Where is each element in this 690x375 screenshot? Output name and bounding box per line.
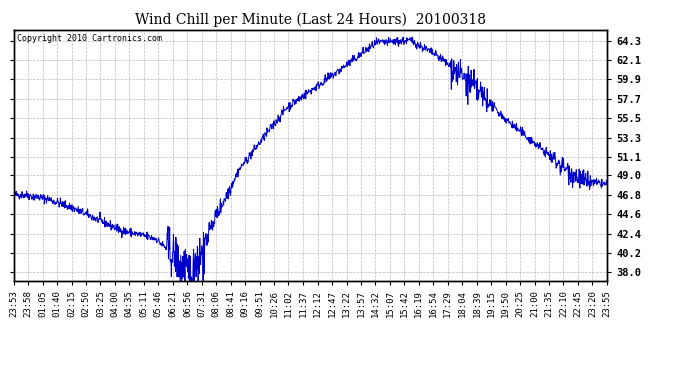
Title: Wind Chill per Minute (Last 24 Hours)  20100318: Wind Chill per Minute (Last 24 Hours) 20… [135, 13, 486, 27]
Text: Copyright 2010 Cartronics.com: Copyright 2010 Cartronics.com [17, 34, 161, 43]
